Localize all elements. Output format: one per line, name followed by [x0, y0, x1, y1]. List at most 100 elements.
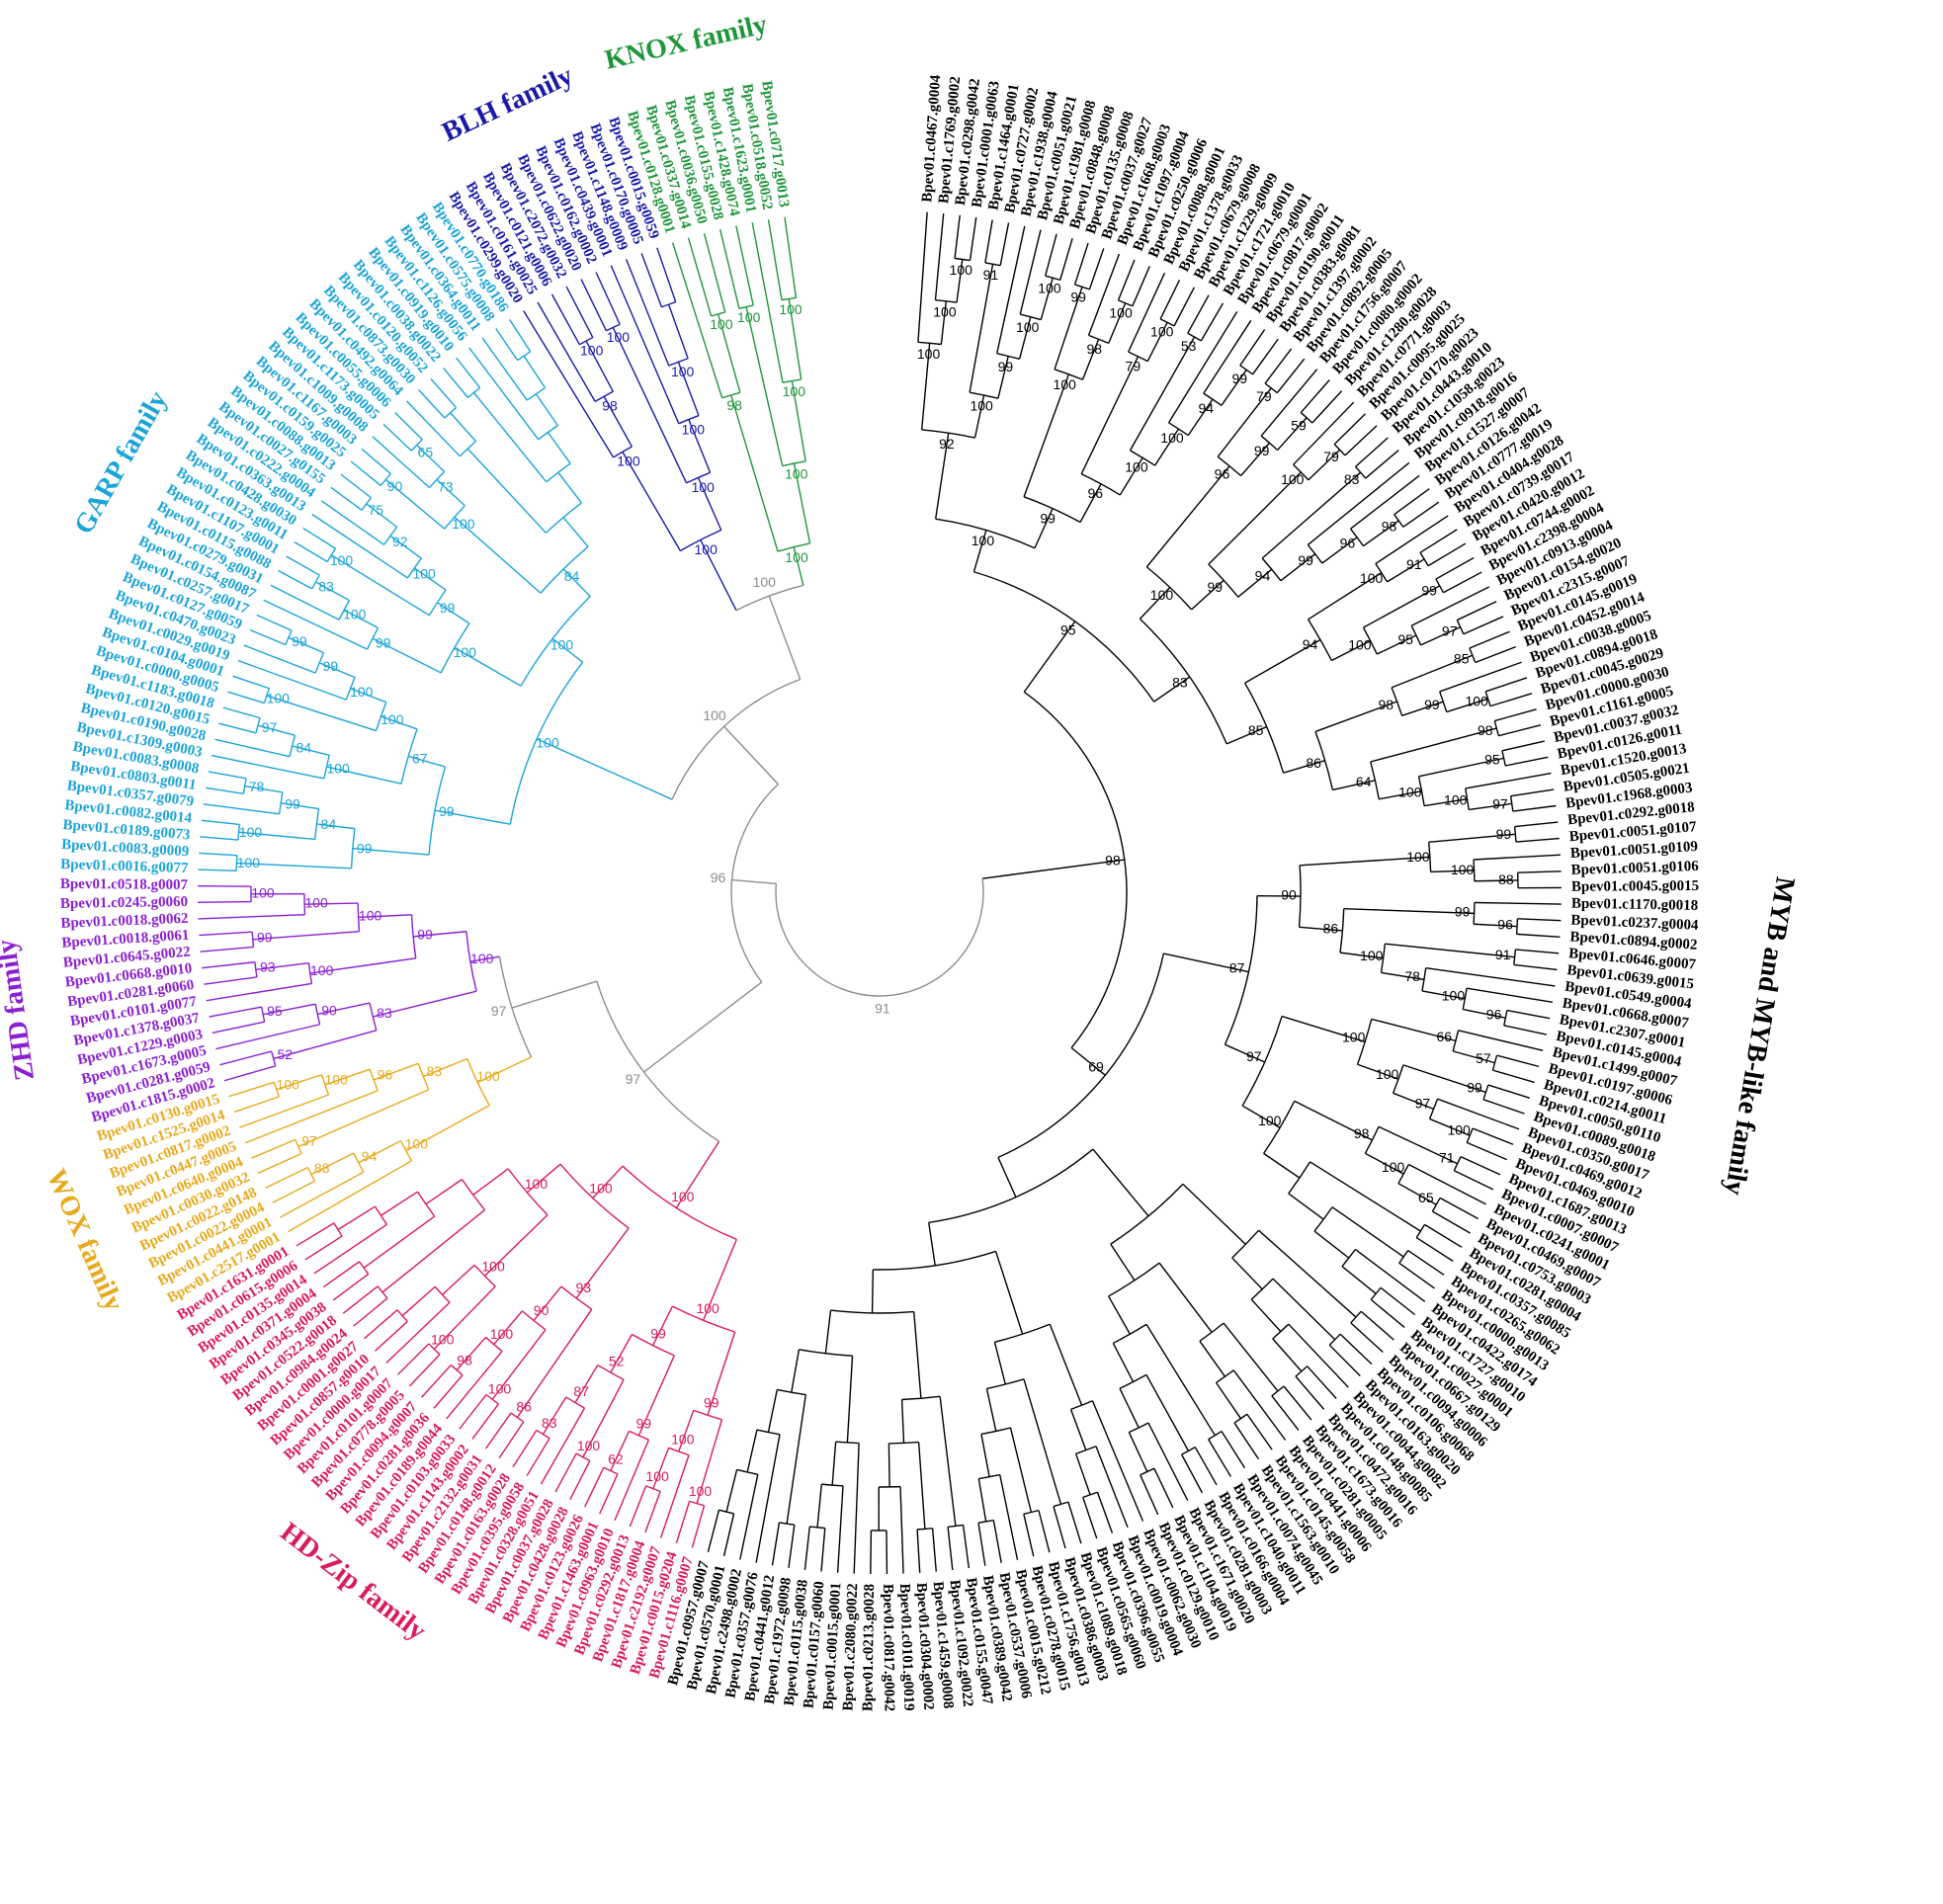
branch — [537, 301, 596, 402]
branch — [687, 237, 713, 317]
bootstrap-value: 92 — [392, 534, 408, 549]
branch — [1339, 952, 1384, 959]
branch — [1260, 435, 1279, 451]
branch — [437, 602, 470, 624]
bootstrap-value: 98 — [1382, 519, 1397, 535]
branch — [899, 1486, 904, 1574]
branch — [689, 1500, 705, 1507]
bootstrap-value: 100 — [380, 711, 404, 727]
branch — [1019, 229, 1042, 315]
branch — [1484, 691, 1491, 706]
branch — [323, 755, 330, 780]
branch — [1491, 1054, 1498, 1071]
branch — [1314, 731, 1334, 790]
branch — [981, 859, 1125, 879]
branch — [977, 1478, 987, 1523]
branch — [1293, 401, 1355, 465]
branch — [1080, 473, 1121, 496]
branch — [381, 1209, 485, 1293]
branch — [1208, 1430, 1223, 1441]
branch — [977, 1519, 994, 1524]
branch — [592, 1165, 624, 1199]
branch — [254, 961, 258, 977]
branch — [363, 1215, 436, 1269]
bootstrap-value: 100 — [779, 301, 803, 317]
branch — [1496, 1054, 1540, 1068]
branch — [1437, 1098, 1520, 1130]
branch — [1082, 1491, 1098, 1499]
branch — [1503, 1010, 1508, 1026]
leaf-label: Bpev01.c2080.g0022 — [840, 1583, 861, 1711]
branch — [200, 946, 254, 952]
branch — [323, 1261, 360, 1288]
branch — [756, 1429, 781, 1436]
bootstrap-value: 52 — [277, 1046, 293, 1062]
bootstrap-value: 100 — [1150, 587, 1174, 603]
branch — [972, 530, 987, 572]
branch — [1283, 1385, 1312, 1421]
branch — [786, 1394, 806, 1525]
bootstrap-value: 99 — [285, 795, 300, 811]
branch — [314, 652, 325, 674]
branch — [1457, 601, 1497, 621]
branch — [900, 1399, 905, 1444]
branch — [546, 462, 571, 483]
branch — [947, 1527, 954, 1571]
branch — [939, 1396, 957, 1527]
branch — [237, 659, 347, 701]
branch — [1484, 677, 1528, 693]
branch — [311, 574, 320, 590]
branch — [1487, 1084, 1531, 1099]
branch — [198, 869, 237, 872]
branch — [245, 1090, 379, 1144]
branch — [1203, 392, 1223, 406]
branch — [200, 836, 238, 841]
branch — [562, 568, 591, 598]
branch — [1498, 724, 1542, 737]
branch — [526, 1163, 561, 1194]
branch — [1119, 1387, 1140, 1429]
branch — [1365, 1152, 1404, 1175]
bootstrap-value: 99 — [417, 926, 433, 942]
bootstrap-value: 100 — [689, 1483, 713, 1499]
bootstrap-value: 83 — [377, 1005, 392, 1021]
bootstrap-value: 100 — [1348, 637, 1372, 653]
branch — [289, 735, 296, 757]
branch — [1288, 1193, 1324, 1220]
branch — [731, 878, 777, 885]
branch — [526, 1438, 550, 1476]
branch — [985, 1388, 997, 1432]
branch — [1034, 508, 1054, 549]
branch — [680, 529, 721, 552]
branch — [775, 878, 984, 997]
branch — [421, 1364, 452, 1398]
family-label: BLH family — [438, 60, 578, 148]
branch — [1128, 272, 1166, 353]
bootstrap-value: 100 — [645, 1468, 669, 1484]
branch — [1397, 1164, 1409, 1185]
branch — [454, 646, 522, 687]
branch — [711, 311, 725, 317]
branch — [1428, 833, 1516, 843]
bootstrap-value: 78 — [1404, 968, 1420, 984]
branch — [536, 738, 673, 800]
branch — [1425, 967, 1556, 987]
bootstrap-value: 84 — [296, 740, 312, 756]
bootstrap-value: 100 — [753, 574, 777, 590]
branch — [1018, 316, 1032, 360]
branch — [373, 1062, 419, 1081]
branch — [459, 1394, 487, 1430]
bootstrap-value: 100 — [1406, 849, 1430, 865]
branch — [1082, 1497, 1098, 1539]
bootstrap-value: 90 — [321, 1003, 337, 1019]
branch — [520, 596, 591, 687]
branch — [454, 516, 542, 594]
branch — [1020, 313, 1042, 321]
bootstrap-value: 99 — [650, 1326, 666, 1342]
branch — [1417, 776, 1425, 806]
branch — [400, 728, 418, 785]
bootstrap-value: 100 — [617, 453, 640, 468]
branch — [1187, 294, 1210, 334]
branch — [215, 1024, 320, 1050]
